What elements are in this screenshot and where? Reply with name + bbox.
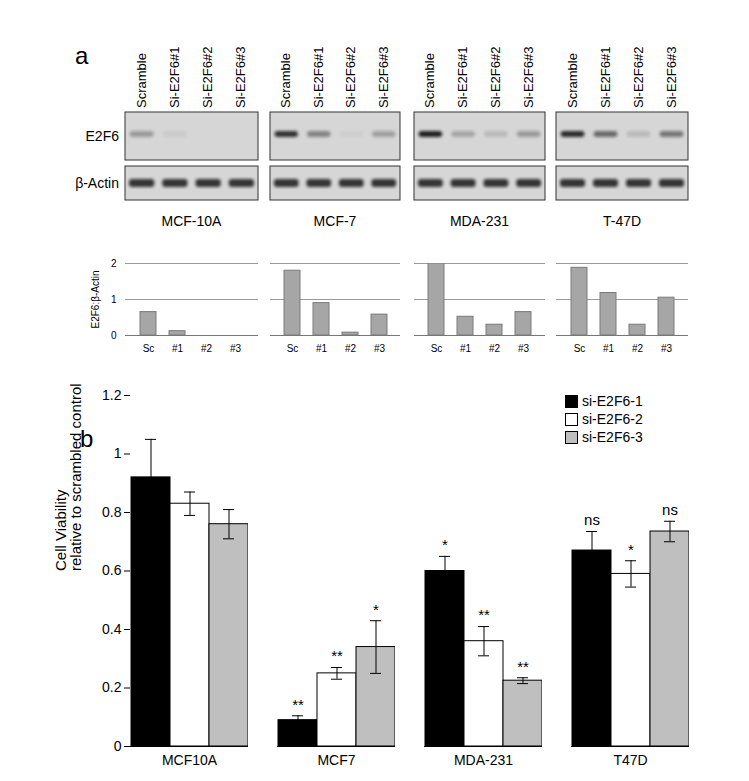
svg-text:1.2: 1.2: [102, 387, 122, 403]
svg-text:#3: #3: [518, 343, 530, 354]
svg-text:#2: #2: [201, 343, 213, 354]
svg-text:MDA-231: MDA-231: [450, 213, 509, 229]
svg-text:Scramble: Scramble: [565, 53, 580, 108]
svg-text:0: 0: [114, 738, 122, 754]
svg-text:1: 1: [114, 445, 122, 461]
svg-text:0.4: 0.4: [102, 621, 122, 637]
svg-text:MDA-231: MDA-231: [454, 752, 513, 768]
svg-text:**: **: [292, 696, 304, 713]
svg-text:Si-E2F6#2: Si-E2F6#2: [343, 47, 358, 108]
svg-text:0.2: 0.2: [102, 679, 122, 695]
svg-text:Si-E2F6#2: Si-E2F6#2: [488, 47, 503, 108]
html-text:b: b: [80, 425, 94, 452]
svg-text:**: **: [331, 647, 343, 664]
svg-text:#3: #3: [661, 343, 673, 354]
html-text:si-E2F6-2: si-E2F6-2: [582, 411, 643, 427]
svg-text:Scramble: Scramble: [278, 53, 293, 108]
svg-text:**: **: [517, 658, 529, 675]
svg-text:**: **: [478, 606, 490, 623]
svg-text:0.8: 0.8: [102, 504, 122, 520]
svg-text:Si-E2F6#1: Si-E2F6#1: [311, 47, 326, 108]
svg-text:*: *: [442, 536, 448, 553]
svg-text:MCF-7: MCF-7: [314, 213, 357, 229]
svg-text:#1: #1: [603, 343, 615, 354]
svg-text:β-Actin: β-Actin: [75, 175, 119, 191]
svg-text:Cell Viabilityrelative to scra: Cell Viabilityrelative to scrambled cont…: [52, 383, 84, 571]
svg-text:*: *: [373, 601, 379, 618]
svg-text:#2: #2: [489, 343, 501, 354]
svg-text:*: *: [628, 541, 634, 558]
svg-text:Sc: Sc: [574, 343, 586, 354]
svg-text:T47D: T47D: [613, 752, 647, 768]
svg-text:Si-E2F6#3: Si-E2F6#3: [376, 47, 391, 108]
svg-text:MCF-10A: MCF-10A: [162, 213, 223, 229]
svg-text:Si-E2F6#2: Si-E2F6#2: [631, 47, 646, 108]
svg-text:#1: #1: [316, 343, 328, 354]
svg-text:1: 1: [111, 294, 117, 305]
svg-text:Si-E2F6#3: Si-E2F6#3: [233, 47, 248, 108]
svg-text:2: 2: [111, 258, 117, 269]
svg-text:#2: #2: [345, 343, 357, 354]
html-text:si-E2F6-3: si-E2F6-3: [582, 429, 643, 445]
svg-text:T-47D: T-47D: [603, 213, 641, 229]
svg-text:Si-E2F6#1: Si-E2F6#1: [167, 47, 182, 108]
svg-text:0.6: 0.6: [102, 562, 122, 578]
svg-text:#3: #3: [230, 343, 242, 354]
svg-text:MCF10A: MCF10A: [162, 752, 218, 768]
svg-text:MCF7: MCF7: [317, 752, 355, 768]
svg-text:E2F6:β-Actin: E2F6:β-Actin: [90, 271, 101, 329]
svg-text:Si-E2F6#1: Si-E2F6#1: [598, 47, 613, 108]
svg-text:#2: #2: [632, 343, 644, 354]
svg-text:Sc: Sc: [143, 343, 155, 354]
svg-text:ns: ns: [584, 511, 600, 528]
svg-text:Scramble: Scramble: [422, 53, 437, 108]
html-text:si-E2F6-1: si-E2F6-1: [582, 393, 643, 409]
svg-text:Sc: Sc: [287, 343, 299, 354]
svg-text:ns: ns: [662, 501, 678, 518]
svg-text:Si-E2F6#1: Si-E2F6#1: [455, 47, 470, 108]
svg-text:E2F6: E2F6: [86, 128, 120, 144]
svg-text:#3: #3: [374, 343, 386, 354]
svg-text:Scramble: Scramble: [134, 53, 149, 108]
svg-text:Si-E2F6#3: Si-E2F6#3: [664, 47, 679, 108]
svg-text:#1: #1: [460, 343, 472, 354]
svg-text:0: 0: [111, 330, 117, 341]
html-text:a: a: [75, 42, 89, 69]
svg-text:#1: #1: [172, 343, 184, 354]
svg-text:Si-E2F6#3: Si-E2F6#3: [521, 47, 536, 108]
svg-text:Sc: Sc: [431, 343, 443, 354]
svg-text:Si-E2F6#2: Si-E2F6#2: [200, 47, 215, 108]
